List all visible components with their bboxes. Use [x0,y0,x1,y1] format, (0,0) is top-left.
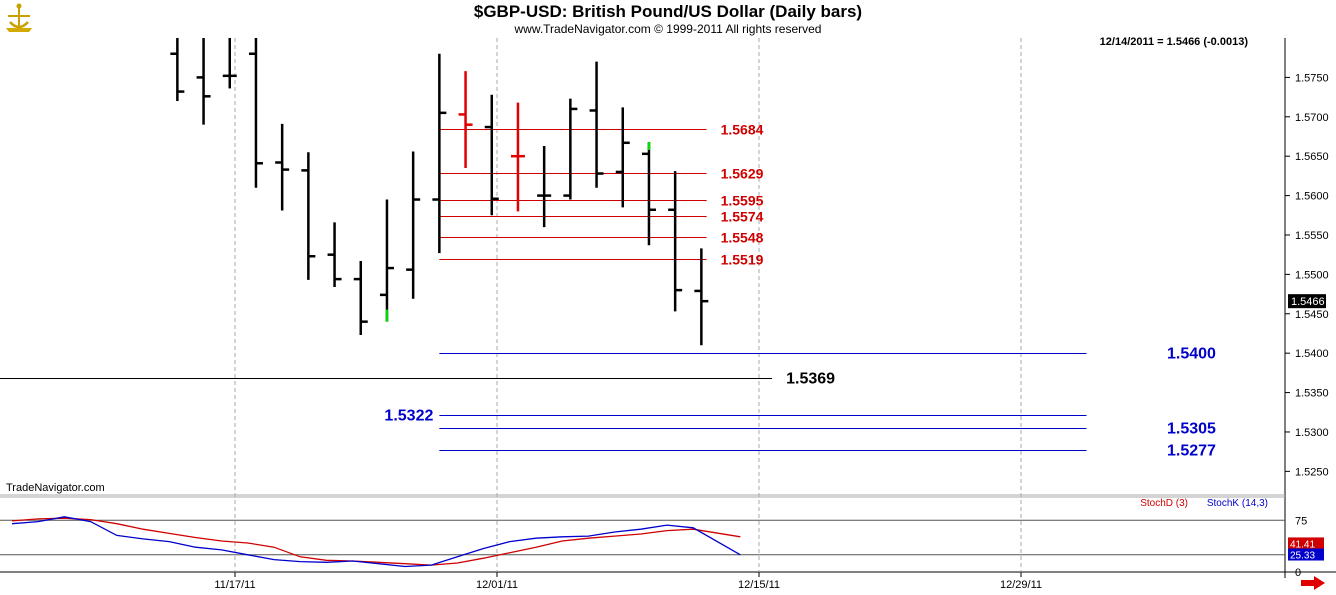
price-level-label: 1.5595 [721,193,764,209]
trade-navigator-logo-icon [2,2,36,34]
stoch-d-value-tag [1288,537,1324,550]
x-tick-label: 12/01/11 [476,579,518,591]
price-level-label: 1.5305 [1167,421,1216,438]
x-tick-label: 12/15/11 [738,579,780,591]
current-price-label: 1.5466 [1291,296,1325,308]
y-tick-label: 1.5250 [1295,466,1329,478]
y-tick-label: 1.5350 [1295,388,1329,400]
price-level-label: 1.5519 [721,252,764,268]
stoch-series-line [11,517,741,566]
price-level-label: 1.5322 [384,408,433,425]
price-level-label: 1.5277 [1167,443,1216,460]
price-level-label: 1.5629 [721,166,764,182]
price-level-label: 1.5369 [786,371,835,388]
watermark: TradeNavigator.com [6,482,105,494]
y-tick-label: 1.5650 [1295,151,1329,163]
x-tick-label: 12/29/11 [1000,579,1042,591]
stoch-d-value: 41.41 [1290,539,1315,550]
y-tick-label: 1.5300 [1295,427,1329,439]
stoch-y-tick-label: 0 [1295,567,1301,579]
stoch-series-line [11,516,741,568]
y-tick-label: 1.5450 [1295,309,1329,321]
price-level-label: 1.5684 [721,122,764,138]
copyright-subtitle: www.TradeNavigator.com © 1999-2011 All r… [514,22,822,36]
y-tick-label: 1.5750 [1295,72,1329,84]
current-price-tag [1288,294,1326,309]
stoch-k-value: 25.33 [1290,551,1315,562]
y-tick-label: 1.5600 [1295,191,1329,203]
scroll-right-arrow-icon[interactable] [1300,576,1326,590]
price-level-label: 1.5548 [721,230,764,246]
y-tick-label: 1.5500 [1295,269,1329,281]
x-tick-label: 11/17/11 [214,579,255,591]
price-level-label: 1.5400 [1167,346,1216,363]
stoch-y-tick-label: 75 [1295,515,1307,527]
y-tick-label: 1.5400 [1295,348,1329,360]
legend-stochd: StochD (3) [1140,498,1188,509]
last-price-readout: 12/14/2011 = 1.5466 (-0.0013) [1099,36,1248,48]
y-tick-label: 1.5550 [1295,230,1329,242]
y-tick-label: 1.5700 [1295,112,1329,124]
price-level-label: 1.5574 [721,209,764,225]
legend-stochk: StochK (14,3) [1207,498,1268,509]
stoch-k-value-tag [1288,548,1324,561]
chart-title: $GBP-USD: British Pound/US Dollar (Daily… [473,2,863,21]
